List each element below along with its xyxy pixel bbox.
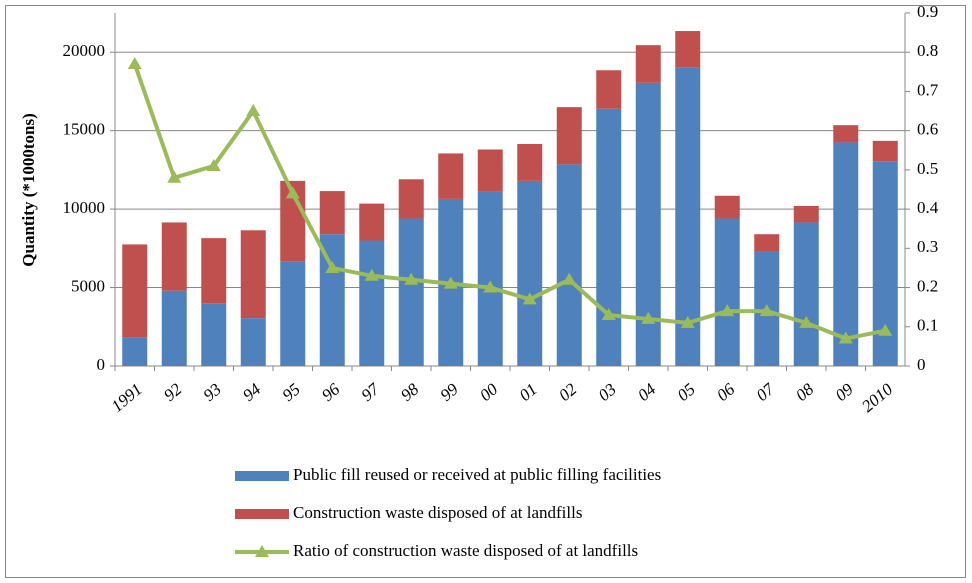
bar (201, 238, 227, 304)
line-marker (720, 304, 735, 317)
line-marker (364, 268, 379, 281)
y-tick-label: 15000 (63, 120, 106, 139)
bar (359, 240, 385, 366)
bar (833, 142, 859, 366)
line-marker (443, 276, 458, 289)
line-marker (483, 280, 498, 293)
y2-tick-label: 0 (917, 355, 926, 374)
bar (122, 337, 148, 366)
bar (596, 70, 622, 109)
y-tick-label: 0 (97, 355, 106, 374)
bar (477, 191, 503, 366)
line-marker (285, 186, 300, 199)
y-tick-label: 5000 (71, 276, 105, 295)
bar (517, 144, 543, 181)
y2-tick-label: 0.4 (917, 198, 939, 217)
y2-tick-label: 0.6 (917, 120, 938, 139)
line-marker (404, 272, 419, 285)
bar (596, 108, 622, 367)
bar (161, 290, 187, 366)
bar (280, 261, 306, 366)
legend-swatch (235, 471, 289, 481)
line-marker (206, 158, 221, 171)
bar (240, 318, 266, 366)
bar (675, 31, 701, 68)
y2-tick-label: 0.5 (917, 159, 938, 178)
line (132, 63, 886, 341)
bar (714, 218, 740, 366)
line-marker (246, 104, 261, 117)
line-marker (878, 323, 893, 336)
bar (517, 180, 543, 366)
bar (319, 191, 345, 235)
bar (793, 205, 819, 223)
y2-tick-label: 0.2 (917, 276, 938, 295)
bar (122, 244, 148, 338)
line-marker (522, 292, 537, 305)
line-marker (799, 315, 814, 328)
legend-swatch (235, 509, 289, 519)
bar (398, 179, 424, 219)
bar (161, 222, 187, 291)
y-axis-title: Quantity (*1000tons) (19, 113, 38, 266)
line-marker (167, 170, 182, 183)
bar (556, 107, 582, 165)
bar (833, 125, 859, 143)
y-tick-label: 20000 (63, 41, 106, 60)
y2-tick-label: 0.7 (917, 80, 939, 99)
bar (714, 195, 740, 219)
line-marker (680, 315, 695, 328)
bar (359, 203, 385, 241)
line-marker (838, 331, 853, 344)
y-tick-label: 10000 (63, 198, 106, 217)
bar (438, 153, 464, 199)
line-marker (127, 56, 142, 69)
line-marker (601, 308, 616, 321)
y2-tick-label: 0.3 (917, 237, 938, 256)
bar (754, 234, 780, 252)
line-marker (562, 272, 577, 285)
legend-label: Ratio of construction waste disposed of … (293, 541, 638, 560)
bar (556, 164, 582, 366)
bar (398, 218, 424, 366)
bar (793, 222, 819, 366)
bar (240, 230, 266, 319)
y2-tick-label: 0.9 (917, 2, 938, 21)
y2-tick-label: 0.8 (917, 41, 938, 60)
y2-tick-label: 0.1 (917, 316, 938, 335)
legend-marker (255, 545, 269, 557)
bar (477, 149, 503, 192)
line-marker (325, 260, 340, 273)
legend-label: Public fill reused or received at public… (293, 465, 661, 484)
legend-label: Construction waste disposed of at landfi… (293, 503, 582, 522)
bar (201, 303, 227, 366)
line-marker (759, 304, 774, 317)
bar (635, 45, 661, 83)
bar (872, 140, 898, 162)
line-marker (641, 311, 656, 324)
